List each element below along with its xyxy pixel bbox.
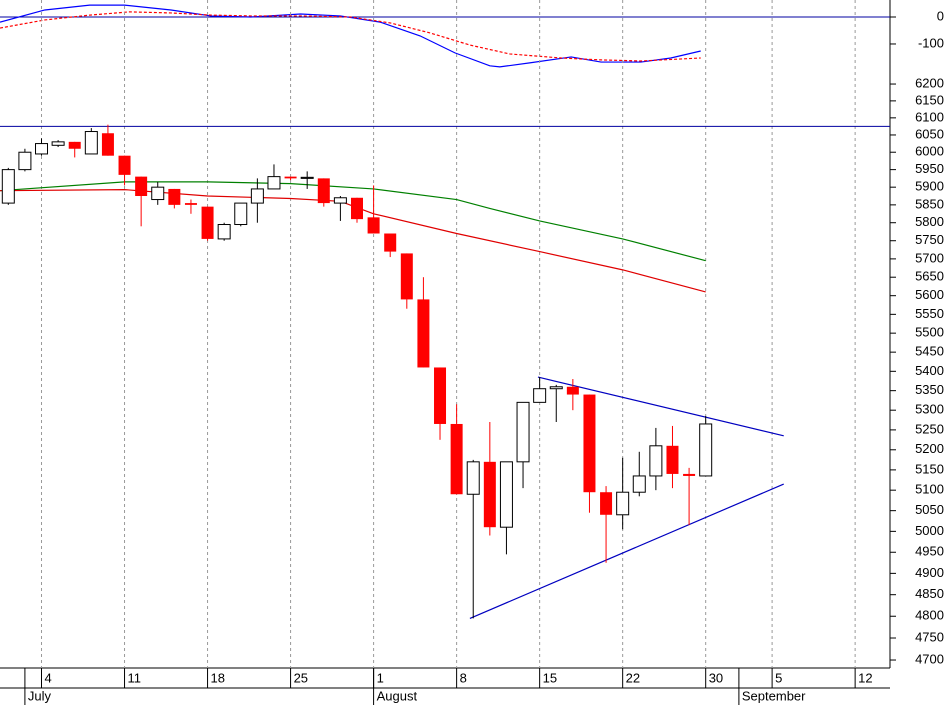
y-tick-label: 6050	[915, 126, 944, 141]
candle-body	[499, 461, 513, 528]
y-tick-label: 5050	[915, 502, 944, 517]
candle-body	[35, 143, 49, 155]
month-label: July	[28, 688, 52, 703]
y-tick-label: 5150	[915, 461, 944, 476]
candle-body	[18, 151, 32, 171]
y-tick-label: 6000	[915, 144, 944, 159]
y-tick-label: 5750	[915, 232, 944, 247]
y-tick-label: 5100	[915, 482, 944, 497]
candle-body	[184, 203, 197, 205]
candle-body	[284, 176, 297, 179]
candle-body	[201, 206, 214, 239]
candle-body	[683, 473, 696, 476]
y-tick-label: 5800	[915, 214, 944, 229]
y-tick-label: -100	[918, 35, 944, 50]
y-tick-label: 0	[937, 8, 944, 23]
y-tick-label: 5350	[915, 382, 944, 397]
month-label: August	[377, 688, 418, 703]
candle-body	[84, 131, 98, 155]
x-tick-label: 22	[626, 670, 640, 685]
candle-body	[135, 176, 148, 197]
y-tick-label: 6200	[915, 75, 944, 90]
x-tick-label: 5	[775, 670, 782, 685]
candle-body	[483, 461, 496, 528]
candle-body	[450, 423, 463, 495]
candle-body	[1, 169, 15, 204]
candle-body	[101, 133, 114, 156]
y-tick-label: 4950	[915, 544, 944, 559]
candle-body	[234, 202, 248, 226]
y-tick-label: 5700	[915, 250, 944, 265]
month-label: September	[742, 688, 806, 703]
candle-body	[434, 367, 447, 424]
candle-body	[300, 176, 314, 179]
candle-body	[333, 197, 347, 204]
y-tick-label: 5900	[915, 179, 944, 194]
candle-body	[384, 233, 397, 252]
overlay-line	[537, 376, 784, 437]
y-tick-label: 5250	[915, 421, 944, 436]
y-tick-label: 4700	[915, 651, 944, 666]
y-tick-label: 4850	[915, 586, 944, 601]
x-tick-label: 12	[858, 670, 872, 685]
y-tick-label: 5600	[915, 287, 944, 302]
y-tick-label: 5400	[915, 363, 944, 378]
y-tick-label: 5500	[915, 325, 944, 340]
y-tick-label: 6150	[915, 92, 944, 107]
y-tick-label: 5000	[915, 523, 944, 538]
x-tick-label: 1	[377, 670, 384, 685]
candle-body	[151, 186, 165, 201]
candle-body	[666, 445, 679, 474]
candle-body	[600, 492, 613, 515]
candle-body	[267, 176, 281, 190]
overlay-line	[469, 483, 784, 619]
candle-body	[549, 386, 563, 390]
x-tick-label: 4	[45, 670, 52, 685]
x-tick-label: 30	[709, 670, 723, 685]
candle-body	[68, 141, 81, 149]
candle-body	[417, 299, 430, 368]
candle-body	[566, 386, 579, 395]
candle-body	[533, 388, 547, 403]
candle-body	[466, 461, 480, 495]
candle-body	[217, 224, 231, 240]
macd-line	[0, 11, 701, 62]
candle-body	[51, 141, 65, 146]
candle-body	[699, 423, 713, 477]
macd-line	[0, 4, 701, 68]
candle-body	[632, 475, 646, 493]
y-tick-label: 4900	[915, 565, 944, 580]
candle-body	[367, 217, 380, 234]
x-tick-label: 15	[543, 670, 557, 685]
candle-body	[168, 188, 181, 205]
candle-body	[118, 155, 131, 175]
y-tick-label: 4750	[915, 629, 944, 644]
x-tick-label: 11	[128, 670, 142, 685]
y-tick-label: 5200	[915, 441, 944, 456]
y-tick-label: 5300	[915, 402, 944, 417]
candle-body	[350, 197, 363, 220]
overlay-line	[0, 181, 706, 262]
y-tick-label: 4800	[915, 608, 944, 623]
candle-body	[583, 394, 596, 493]
y-tick-label: 6100	[915, 109, 944, 124]
x-tick-label: 25	[294, 670, 308, 685]
candle-body	[400, 253, 413, 300]
y-tick-label: 5950	[915, 161, 944, 176]
y-tick-label: 5650	[915, 269, 944, 284]
y-tick-label: 5850	[915, 196, 944, 211]
x-tick-label: 18	[211, 670, 225, 685]
candle-body	[516, 401, 530, 463]
y-tick-label: 5550	[915, 306, 944, 321]
candle-body	[317, 178, 330, 204]
candle-body	[649, 445, 663, 477]
y-tick-label: 5450	[915, 344, 944, 359]
candle-body	[250, 188, 264, 204]
x-tick-label: 8	[460, 670, 467, 685]
candle-body	[616, 491, 630, 516]
